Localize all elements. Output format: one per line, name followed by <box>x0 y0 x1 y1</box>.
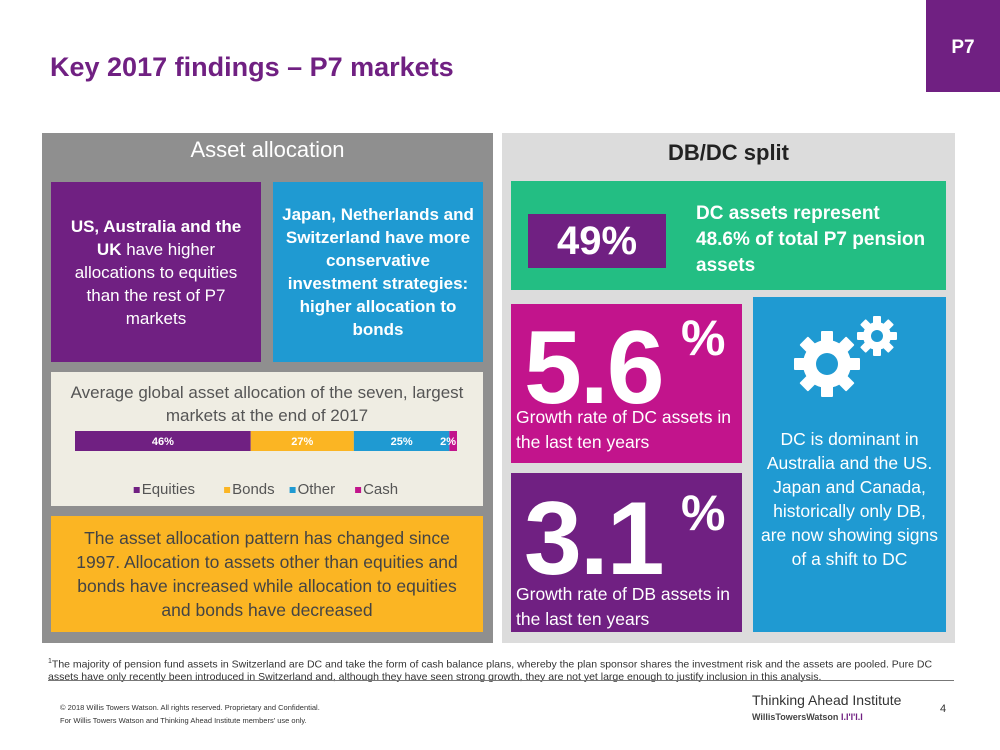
bar-bonds <box>250 431 354 451</box>
copyright-line-2: For Willis Towers Watson and Thinking Ah… <box>60 716 307 725</box>
footnote: 1The majority of pension fund assets in … <box>48 656 958 683</box>
gears-icon <box>794 316 897 397</box>
db-growth-box <box>511 473 742 632</box>
dc-growth-box <box>511 304 742 463</box>
bar-label-other: 25% <box>391 436 413 448</box>
legend-swatch-cash <box>355 487 362 493</box>
dc-growth-text: Growth rate of DC assets in the last ten… <box>516 407 731 452</box>
us-box-bold-text: US, Australia and the UK <box>70 216 242 259</box>
legend-label-other: Other <box>298 481 336 498</box>
footer-divider <box>48 680 954 681</box>
chart-title: Average global asset allocation of the s… <box>70 383 464 425</box>
dc-share-text: DC assets represent 48.6% of total P7 pe… <box>696 203 926 276</box>
db-growth-text: Growth rate of DB assets in the last ten… <box>516 584 730 629</box>
copyright: © 2018 Willis Towers Watson. All rights … <box>60 701 320 727</box>
db-growth-number: 3.1 <box>524 481 665 597</box>
us-australia-uk-box: US, Australia and the UK have higher all… <box>51 182 261 362</box>
legend-swatch-bonds <box>224 487 231 493</box>
legend-label-cash: Cash <box>363 481 398 498</box>
page-title: Key 2017 findings – P7 markets <box>50 52 454 82</box>
legend-label-equities: Equities <box>142 481 195 498</box>
dc-dominant-text: DC is dominant in Australia and the US. … <box>760 429 939 569</box>
brand-company: WillisTowersWatson <box>752 712 839 722</box>
dbdc-header: DB/DC split <box>668 140 789 165</box>
bar-label-equities: 46% <box>152 436 174 448</box>
copyright-line-1: © 2018 Willis Towers Watson. All rights … <box>60 703 320 712</box>
dc-share-percent: 49% <box>528 214 666 268</box>
pattern-change-box: The asset allocation pattern has changed… <box>51 516 483 632</box>
footnote-text: The majority of pension fund assets in S… <box>48 658 933 683</box>
footnote-marker: 1 <box>48 658 52 665</box>
dc-growth-percent-sign: % <box>681 310 726 366</box>
us-box-text: have higher allocations to equities than… <box>74 239 238 328</box>
dc-growth-number: 5.6 <box>524 310 665 426</box>
japan-netherlands-switzerland-box: Japan, Netherlands and Switzerland have … <box>273 182 483 362</box>
dc-dominant-box <box>753 297 946 632</box>
brand-logo: WillisTowersWatson I.I'I'I.I <box>752 712 863 722</box>
bar-other <box>353 431 450 451</box>
legend-swatch-equities <box>133 487 140 493</box>
page-number: 4 <box>940 703 947 715</box>
brand-name: Thinking Ahead Institute <box>752 692 902 708</box>
asset-allocation-header: Asset allocation <box>190 137 345 162</box>
bar-cash <box>449 431 457 451</box>
bar-label-cash: 2% <box>440 436 456 448</box>
bar-equities <box>75 431 251 451</box>
section-tab: P7 <box>926 0 1000 92</box>
legend-label-bonds: Bonds <box>232 481 275 498</box>
legend-swatch-other <box>289 487 296 493</box>
jp-box-text: Japan, Netherlands and Switzerland have … <box>282 205 474 339</box>
allocation-chart: 46% 27% 25% 2% Equities Bonds Other Cash <box>75 431 457 498</box>
pattern-text: The asset allocation pattern has changed… <box>76 528 458 620</box>
bar-label-bonds: 27% <box>291 436 313 448</box>
db-growth-percent-sign: % <box>681 485 726 541</box>
brand-mark: I.I'I'I.I <box>840 712 863 722</box>
